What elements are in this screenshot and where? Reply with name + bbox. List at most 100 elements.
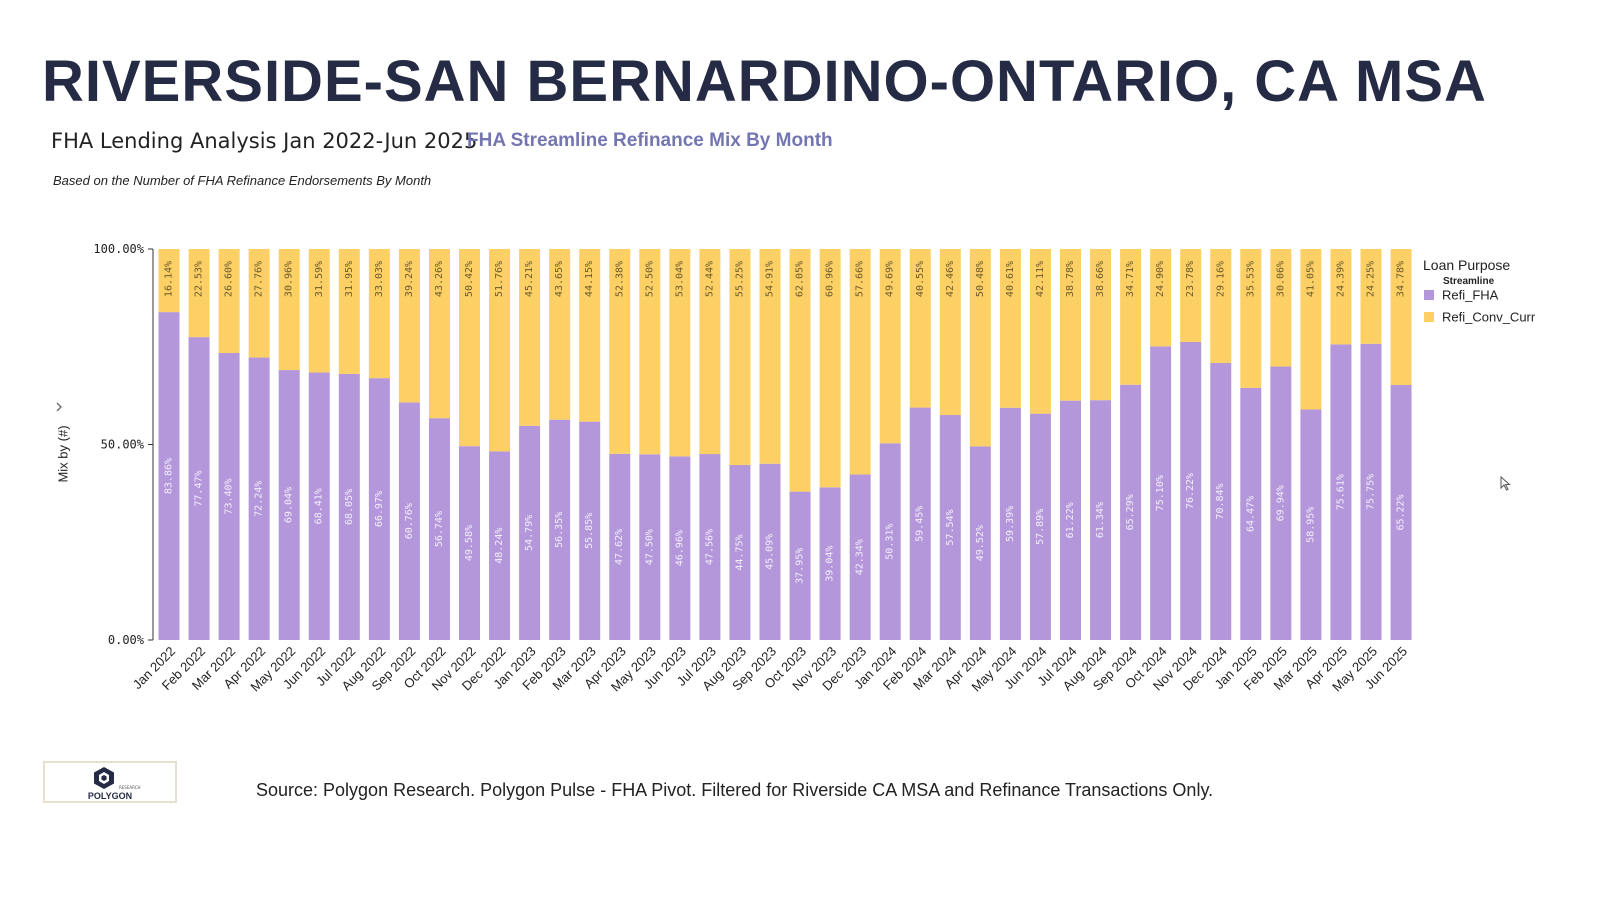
data-label-refi-fha: 68.05% (344, 489, 355, 525)
bar-refi-conv-curr (338, 249, 360, 374)
legend-title: Loan Purpose (1423, 257, 1510, 273)
bar-refi-fha (278, 370, 300, 640)
bar-refi-conv-curr (789, 249, 811, 492)
data-label-refi-fha: 72.24% (254, 481, 265, 517)
data-label-refi-conv-curr: 50.42% (464, 261, 475, 297)
bar-refi-fha (489, 451, 511, 640)
data-label-refi-conv-curr: 42.11% (1035, 261, 1046, 297)
y-tick-label: 50.00% (101, 438, 145, 452)
polygon-logo-icon (94, 767, 114, 789)
bar-refi-conv-curr (939, 249, 961, 416)
data-label-refi-fha: 58.95% (1305, 507, 1316, 543)
data-label-refi-conv-curr: 43.26% (434, 261, 445, 297)
data-label-refi-fha: 73.40% (224, 478, 235, 514)
data-label-refi-fha: 57.54% (945, 509, 956, 545)
bar-refi-conv-curr (158, 249, 180, 313)
data-label-refi-fha: 76.22% (1185, 473, 1196, 509)
data-label-refi-fha: 56.35% (554, 512, 565, 548)
bar-refi-conv-curr (969, 249, 991, 447)
legend-item-label: Refi_Conv_Curr (1442, 310, 1536, 325)
bar-refi-conv-curr (729, 249, 751, 466)
data-label-refi-fha: 37.95% (795, 548, 806, 584)
bar-refi-conv-curr (669, 249, 691, 457)
data-label-refi-fha: 70.84% (1215, 483, 1226, 519)
data-label-refi-fha: 46.96% (674, 530, 685, 566)
data-label-refi-conv-curr: 24.25% (1366, 261, 1377, 297)
bar-refi-conv-curr (579, 249, 601, 422)
data-label-refi-fha: 65.29% (1125, 494, 1136, 530)
source-note: Source: Polygon Research. Polygon Pulse … (256, 780, 1214, 800)
bar-refi-fha (1029, 413, 1051, 640)
bar-refi-fha (669, 456, 691, 640)
bar-refi-fha (368, 378, 390, 640)
data-label-refi-fha: 66.97% (374, 491, 385, 527)
data-label-refi-fha: 49.58% (464, 525, 475, 561)
logo-subtext: RESEARCH (119, 785, 141, 790)
bar-refi-fha (789, 491, 811, 640)
bar-refi-conv-curr (1270, 249, 1292, 367)
bar-refi-fha (699, 454, 721, 640)
data-label-refi-conv-curr: 53.04% (674, 261, 685, 297)
data-label-refi-conv-curr: 62.05% (795, 261, 806, 297)
data-label-refi-conv-curr: 29.16% (1215, 261, 1226, 297)
data-label-refi-conv-curr: 57.66% (855, 261, 866, 297)
bar-refi-conv-curr (188, 249, 210, 338)
data-label-refi-fha: 44.75% (734, 534, 745, 570)
bar-refi-conv-curr (398, 249, 420, 403)
data-label-refi-conv-curr: 52.44% (704, 261, 715, 297)
bar-refi-conv-curr (368, 249, 390, 379)
data-label-refi-conv-curr: 34.78% (1396, 261, 1407, 297)
bar-refi-fha (1150, 346, 1172, 640)
bar-refi-conv-curr (1240, 249, 1262, 388)
bar-refi-fha (1240, 387, 1262, 640)
bar-refi-conv-curr (1300, 249, 1322, 410)
data-label-refi-fha: 39.04% (825, 546, 836, 582)
bar-refi-conv-curr (519, 249, 541, 426)
bar-refi-conv-curr (278, 249, 300, 371)
bar-refi-fha (1090, 400, 1112, 640)
data-label-refi-fha: 47.56% (704, 529, 715, 565)
data-label-refi-fha: 61.34% (1095, 502, 1106, 538)
data-label-refi-conv-curr: 23.78% (1185, 261, 1196, 297)
data-label-refi-fha: 61.22% (1065, 502, 1076, 538)
chevron-right-icon (56, 402, 62, 412)
legend-item-label: Refi_FHA (1442, 288, 1499, 303)
bar-refi-fha (308, 372, 330, 640)
data-label-refi-conv-curr: 39.24% (404, 261, 415, 297)
data-label-refi-conv-curr: 16.14% (164, 261, 175, 297)
bar-refi-conv-curr (248, 249, 270, 358)
data-label-refi-fha: 75.61% (1335, 474, 1346, 510)
bar-refi-fha (398, 402, 420, 640)
data-label-refi-fha: 77.47% (194, 470, 205, 506)
bar-refi-fha (849, 474, 871, 640)
bar-refi-fha (1270, 366, 1292, 640)
bar-refi-conv-curr (639, 249, 661, 455)
data-label-refi-fha: 42.34% (855, 539, 866, 575)
bar-refi-conv-curr (879, 249, 901, 444)
data-label-refi-fha: 59.45% (915, 506, 926, 542)
polygon-logo: RESEARCH POLYGON (43, 761, 177, 803)
data-label-refi-fha: 60.76% (404, 503, 415, 539)
data-label-refi-conv-curr: 22.53% (194, 261, 205, 297)
data-label-refi-conv-curr: 54.91% (765, 261, 776, 297)
bar-refi-fha (1060, 400, 1081, 640)
data-label-refi-fha: 55.85% (584, 513, 595, 549)
legend-swatch (1424, 312, 1434, 322)
bar-refi-conv-curr (1390, 249, 1412, 385)
bar-refi-fha (579, 421, 601, 640)
data-label-refi-conv-curr: 24.90% (1155, 261, 1166, 297)
bar-refi-fha (218, 353, 240, 640)
bar-refi-fha (1210, 363, 1232, 640)
bar-refi-fha (1390, 384, 1412, 640)
bar-refi-fha (1120, 384, 1142, 640)
bar-refi-fha (1300, 409, 1322, 640)
bar-refi-fha (759, 463, 781, 640)
data-label-refi-fha: 57.89% (1035, 509, 1046, 545)
data-label-refi-conv-curr: 50.48% (975, 261, 986, 297)
logo-text: POLYGON (87, 791, 133, 801)
y-axis-label: Mix by (#) (56, 425, 71, 482)
bar-refi-fha (729, 465, 751, 640)
data-label-refi-fha: 47.50% (644, 529, 655, 565)
